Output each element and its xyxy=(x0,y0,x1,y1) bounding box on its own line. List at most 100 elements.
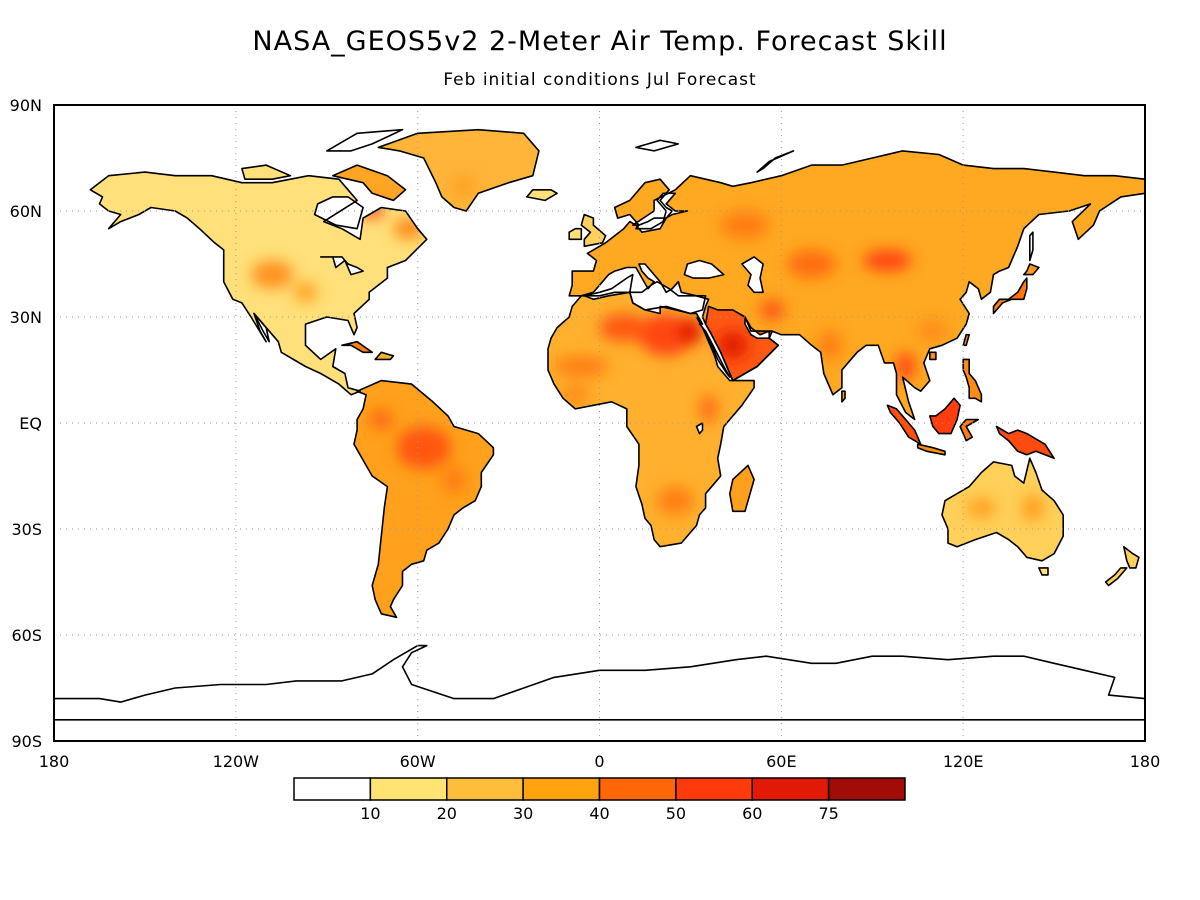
coastline-japan xyxy=(992,277,1028,315)
colorbar-label: 20 xyxy=(437,804,457,823)
colorbar-bin xyxy=(751,777,830,801)
hotspot-mongolia xyxy=(863,249,912,272)
colorbar-bin xyxy=(369,777,448,801)
coastline-sakhalin xyxy=(1029,231,1034,262)
coastline-baffin-island xyxy=(331,164,407,202)
land-cuba xyxy=(341,341,373,353)
coastline-hokkaido xyxy=(1022,263,1040,276)
grid-lines xyxy=(54,105,1145,741)
water-baltic-sea xyxy=(635,192,689,230)
land-africa xyxy=(548,292,755,547)
coastline-borneo xyxy=(928,397,961,435)
water-black-sea xyxy=(683,259,725,279)
coastline-java xyxy=(916,443,946,456)
coastline-antarctica xyxy=(54,644,1145,721)
lon-tick-label: 120E xyxy=(943,752,984,771)
lon-tick-label: 0 xyxy=(594,752,604,771)
hotspot-western-australia xyxy=(966,497,997,519)
water-caspian-sea xyxy=(741,256,764,294)
hotspot-sahel xyxy=(554,355,609,378)
coastline-greenland xyxy=(377,128,540,212)
land-baffin-island xyxy=(332,165,406,201)
coastline-south-america xyxy=(353,379,495,619)
latitude-labels: 90N 60N 30N EQ 30S 60S 90S xyxy=(10,96,42,751)
lat-tick-label: 30N xyxy=(10,308,42,327)
coastline-great-britain xyxy=(580,213,607,248)
map-title: NASA_GEOS5v2 2-Meter Air Temp. Forecast … xyxy=(252,26,948,57)
coastline-new-zealand-north xyxy=(1123,545,1140,569)
lon-tick-label: 180 xyxy=(1130,752,1161,771)
hotspot-east-africa xyxy=(699,394,718,423)
lon-tick-label: 60E xyxy=(766,752,796,771)
land-borneo xyxy=(929,398,961,434)
hotspot-egypt xyxy=(678,317,703,346)
coastline-australia xyxy=(941,457,1064,562)
coastline-sumatra xyxy=(886,404,922,446)
land-victoria-island xyxy=(241,165,291,180)
colorbar-bin xyxy=(446,777,524,801)
hotspot-brazil-south xyxy=(441,465,467,494)
coastline-victoria-island xyxy=(241,164,292,180)
water-great-lakes xyxy=(319,256,364,276)
hotspot-southern-africa xyxy=(657,486,694,515)
coastline-eurasia xyxy=(568,150,1145,421)
colorbar-bin xyxy=(293,777,372,801)
coastline-arabia xyxy=(704,305,780,382)
lon-tick-label: 120W xyxy=(213,752,260,771)
land-great-britain xyxy=(581,214,606,247)
coastline-novaya-zemlya xyxy=(756,150,795,173)
land-svalbard xyxy=(635,140,679,151)
colorbar-bin xyxy=(827,777,906,801)
land-ellesmere xyxy=(326,129,403,151)
coastline-madagascar xyxy=(728,464,755,513)
coastline-hainan xyxy=(928,351,937,361)
hotspot-amazon xyxy=(396,426,452,469)
land-layer xyxy=(54,128,1145,721)
plot-frame xyxy=(53,104,1146,742)
lat-tick-label: 60N xyxy=(10,202,42,221)
coastlines xyxy=(54,128,1145,721)
coastline-africa xyxy=(547,291,755,548)
colorbar-label: 60 xyxy=(742,804,762,823)
hotspot-iran xyxy=(760,299,785,321)
coastline-svalbard xyxy=(635,139,680,152)
coastline-philippines xyxy=(962,358,983,403)
hotspot-arabia xyxy=(717,331,748,360)
colorbar: 10 20 30 40 50 60 75 xyxy=(293,777,906,823)
land-eurasia xyxy=(569,150,1145,420)
hotspot-greenland-south xyxy=(451,175,476,197)
hotspot-sahara-east xyxy=(638,313,694,356)
hotspot-central-asia xyxy=(787,249,836,279)
coastline-iceland xyxy=(525,189,558,202)
coastline-cuba xyxy=(341,340,374,354)
longitude-labels: 180 120W 60W 0 60E 120E 180 xyxy=(39,752,1161,771)
colorbar-label: 50 xyxy=(666,804,686,823)
land-sumatra xyxy=(887,405,921,445)
colorbar-label: 40 xyxy=(589,804,609,823)
hotspot-india-north xyxy=(817,331,842,360)
hotspot-us-plains xyxy=(293,281,318,303)
land-hispaniola xyxy=(375,352,394,360)
colorbar-label: 75 xyxy=(818,804,838,823)
hotspot-west-africa xyxy=(560,384,591,406)
map-subtitle: Feb initial conditions Jul Forecast xyxy=(443,70,757,90)
hotspot-sahara-central xyxy=(599,313,648,342)
land-fill xyxy=(54,129,1145,720)
water-red-sea xyxy=(698,323,731,378)
coastline-sulawesi xyxy=(959,418,980,442)
coastline-hispaniola xyxy=(374,351,395,361)
land-new-guinea xyxy=(996,426,1055,459)
skill-hotspots xyxy=(250,175,1045,522)
lat-tick-label: 30S xyxy=(11,520,42,539)
coastline-ellesmere xyxy=(325,128,404,152)
land-antarctica xyxy=(54,645,1145,720)
land-philippines xyxy=(963,359,982,402)
hotspot-colombia xyxy=(369,408,394,431)
coastline-sri-lanka xyxy=(841,390,846,403)
colorbar-bin xyxy=(522,777,601,801)
coastline-north-america xyxy=(89,171,428,396)
lat-tick-label: 90S xyxy=(11,732,42,751)
lon-tick-label: 60W xyxy=(400,752,436,771)
lat-tick-label: 60S xyxy=(11,626,42,645)
